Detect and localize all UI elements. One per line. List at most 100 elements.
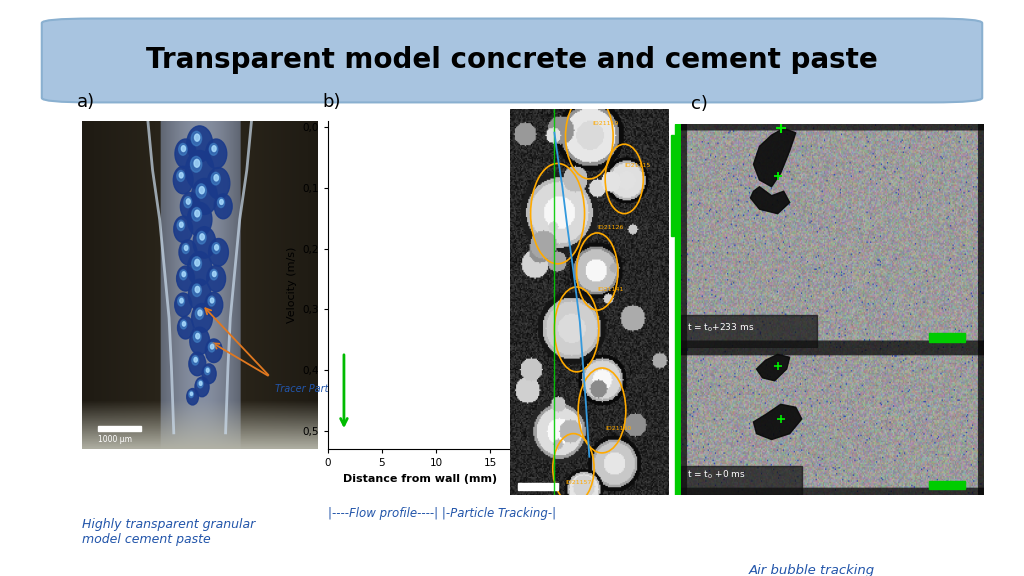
Circle shape bbox=[182, 272, 185, 276]
Text: Tracer Particles: Tracer Particles bbox=[275, 384, 350, 393]
Circle shape bbox=[191, 355, 199, 365]
Circle shape bbox=[206, 139, 226, 169]
Polygon shape bbox=[754, 128, 796, 187]
Circle shape bbox=[173, 166, 194, 194]
Circle shape bbox=[200, 234, 205, 240]
Circle shape bbox=[184, 196, 191, 208]
Circle shape bbox=[175, 139, 197, 169]
Circle shape bbox=[197, 232, 206, 244]
Circle shape bbox=[200, 381, 202, 385]
Circle shape bbox=[210, 344, 214, 349]
Circle shape bbox=[214, 175, 218, 181]
Text: c): c) bbox=[691, 96, 708, 113]
Bar bbox=[929, 333, 965, 342]
Circle shape bbox=[180, 270, 187, 280]
Circle shape bbox=[207, 266, 225, 291]
Text: ID21119: ID21119 bbox=[593, 121, 618, 126]
Text: 1000 μm: 1000 μm bbox=[98, 435, 132, 445]
Circle shape bbox=[180, 192, 200, 220]
Text: Air bubble tracking
in Model concrete: Air bubble tracking in Model concrete bbox=[749, 564, 874, 576]
Circle shape bbox=[198, 310, 202, 316]
Bar bbox=[681, 466, 802, 495]
Circle shape bbox=[179, 172, 183, 178]
Circle shape bbox=[193, 284, 202, 297]
Polygon shape bbox=[757, 354, 790, 381]
Circle shape bbox=[210, 298, 214, 303]
Circle shape bbox=[200, 187, 205, 194]
Circle shape bbox=[191, 257, 202, 270]
Circle shape bbox=[205, 293, 223, 317]
Circle shape bbox=[180, 298, 183, 303]
Bar bbox=[676, 124, 681, 495]
Circle shape bbox=[177, 317, 194, 339]
Circle shape bbox=[188, 279, 211, 310]
Bar bbox=[98, 426, 141, 431]
Bar bbox=[518, 483, 557, 490]
Circle shape bbox=[181, 146, 185, 151]
Circle shape bbox=[194, 358, 198, 362]
Circle shape bbox=[215, 245, 218, 250]
Text: ID21160: ID21160 bbox=[605, 426, 632, 431]
Circle shape bbox=[175, 293, 191, 317]
Circle shape bbox=[180, 320, 186, 329]
Circle shape bbox=[184, 245, 188, 251]
Circle shape bbox=[189, 327, 210, 355]
Circle shape bbox=[190, 392, 193, 396]
Circle shape bbox=[187, 202, 212, 237]
Circle shape bbox=[178, 297, 184, 306]
Text: ID21115: ID21115 bbox=[625, 164, 650, 168]
Polygon shape bbox=[751, 187, 790, 214]
Circle shape bbox=[188, 391, 194, 397]
Polygon shape bbox=[754, 404, 802, 439]
Circle shape bbox=[186, 126, 213, 162]
Text: Highly transparent granular
model cement paste: Highly transparent granular model cement… bbox=[82, 518, 255, 547]
Circle shape bbox=[185, 150, 214, 190]
Y-axis label: Velocity (m/s): Velocity (m/s) bbox=[287, 247, 297, 323]
Circle shape bbox=[182, 321, 185, 326]
Circle shape bbox=[195, 134, 200, 141]
X-axis label: Distance from wall (mm): Distance from wall (mm) bbox=[343, 474, 497, 484]
Circle shape bbox=[176, 266, 195, 291]
Circle shape bbox=[206, 339, 222, 363]
Circle shape bbox=[187, 252, 212, 286]
Text: ID21141: ID21141 bbox=[597, 287, 624, 292]
Circle shape bbox=[212, 242, 220, 253]
Bar bbox=[681, 314, 817, 348]
Circle shape bbox=[174, 216, 193, 242]
Circle shape bbox=[220, 199, 223, 204]
Circle shape bbox=[208, 296, 215, 306]
Circle shape bbox=[212, 146, 216, 151]
Circle shape bbox=[195, 259, 200, 266]
Circle shape bbox=[177, 220, 184, 230]
Circle shape bbox=[205, 367, 210, 375]
Circle shape bbox=[194, 331, 201, 342]
Circle shape bbox=[217, 198, 224, 207]
Bar bbox=[929, 480, 965, 490]
Circle shape bbox=[179, 222, 183, 228]
Circle shape bbox=[195, 210, 200, 217]
Circle shape bbox=[188, 352, 206, 376]
Circle shape bbox=[178, 143, 187, 156]
FancyBboxPatch shape bbox=[42, 18, 982, 103]
Circle shape bbox=[207, 168, 229, 199]
Circle shape bbox=[196, 286, 200, 293]
Circle shape bbox=[191, 304, 212, 332]
Circle shape bbox=[177, 170, 184, 181]
Circle shape bbox=[196, 334, 200, 339]
Text: a): a) bbox=[77, 93, 95, 111]
Circle shape bbox=[194, 160, 200, 167]
Circle shape bbox=[198, 380, 203, 388]
Circle shape bbox=[212, 271, 216, 276]
Circle shape bbox=[191, 207, 202, 221]
Circle shape bbox=[186, 199, 190, 204]
Circle shape bbox=[206, 368, 209, 372]
Text: |----Flow profile----| |-Particle Tracking-|: |----Flow profile----| |-Particle Tracki… bbox=[328, 507, 556, 520]
Text: b): b) bbox=[323, 93, 341, 111]
Circle shape bbox=[214, 194, 232, 219]
Circle shape bbox=[190, 157, 202, 172]
Text: Transparent model concrete and cement paste: Transparent model concrete and cement pa… bbox=[146, 47, 878, 74]
Circle shape bbox=[208, 343, 215, 352]
Circle shape bbox=[195, 377, 209, 397]
Circle shape bbox=[182, 244, 189, 253]
Circle shape bbox=[194, 227, 216, 258]
